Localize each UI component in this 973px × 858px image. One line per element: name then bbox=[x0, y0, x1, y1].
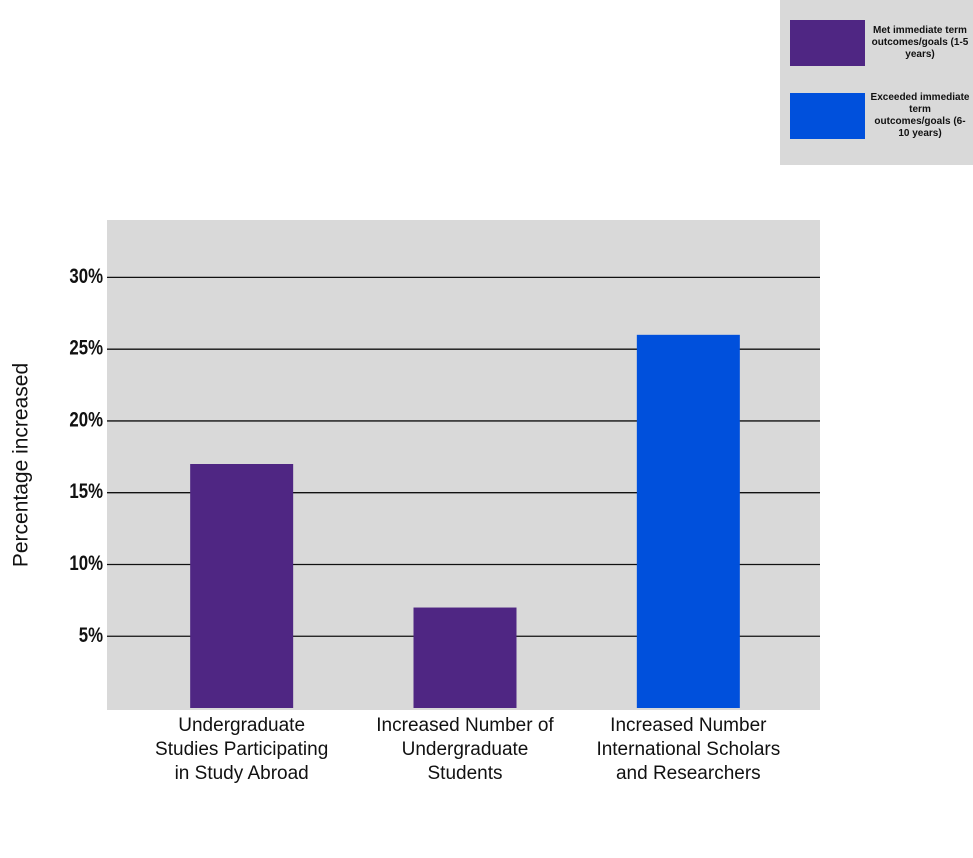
legend-item: Met immediate term outcomes/goals (1-5 y… bbox=[790, 18, 970, 68]
legend-swatch bbox=[790, 20, 865, 66]
x-tick-label: Increased Number International Scholars … bbox=[596, 715, 781, 784]
bar bbox=[636, 334, 740, 708]
y-axis-label: Percentage increased bbox=[10, 363, 33, 567]
legend-label: Met immediate term outcomes/goals (1-5 y… bbox=[871, 25, 969, 60]
legend-item: Exceeded immediate term outcomes/goals (… bbox=[790, 91, 970, 141]
bar bbox=[413, 607, 517, 708]
y-tick-label: 20% bbox=[69, 409, 103, 432]
legend: Met immediate term outcomes/goals (1-5 y… bbox=[780, 0, 973, 165]
x-tick-label: Increased Number of Undergraduate Studen… bbox=[376, 715, 554, 784]
y-tick-label: 5% bbox=[79, 624, 103, 647]
y-tick-label: 10% bbox=[69, 552, 103, 575]
y-tick-label: 25% bbox=[69, 337, 103, 360]
legend-label: Exceeded immediate term outcomes/goals (… bbox=[870, 92, 970, 139]
legend-swatch bbox=[790, 93, 865, 139]
bar bbox=[190, 464, 294, 708]
x-tick-label: Undergraduate Studies Participating in S… bbox=[155, 715, 329, 784]
y-tick-label: 15% bbox=[69, 481, 103, 504]
y-tick-label: 30% bbox=[69, 265, 103, 288]
